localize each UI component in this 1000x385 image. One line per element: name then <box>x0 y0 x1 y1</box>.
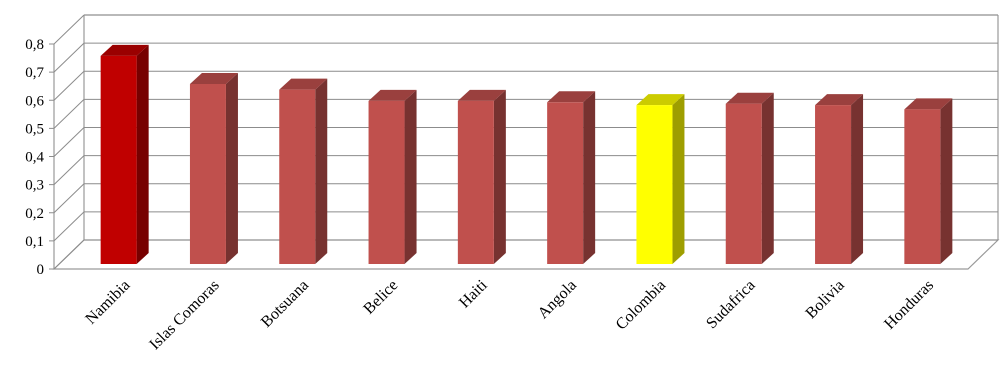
x-tick-label: Honduras <box>881 277 937 333</box>
x-tick-label: Colombia <box>613 277 670 334</box>
bar-top <box>368 89 417 101</box>
y-tick-label: 0,7 <box>25 65 44 81</box>
bar-front <box>279 89 316 264</box>
bar-front <box>904 109 941 264</box>
y-tick-label: 0,1 <box>25 234 44 250</box>
bar-side <box>672 94 685 264</box>
bar-side <box>583 91 596 264</box>
y-tick-label: 0,5 <box>25 121 44 137</box>
bar <box>100 44 149 264</box>
bar-side <box>136 44 149 264</box>
bar-side <box>404 89 417 264</box>
bar-top <box>457 89 506 101</box>
bar-top <box>100 44 149 56</box>
gridline-diagonal <box>53 239 85 270</box>
bar-side <box>225 73 238 264</box>
bar-front <box>725 103 762 264</box>
bar-front <box>636 105 673 264</box>
bar <box>815 94 864 264</box>
x-tick-label: Namibia <box>83 277 134 328</box>
bars <box>100 44 953 264</box>
bar <box>547 91 596 264</box>
bar-top <box>725 92 774 104</box>
gridline-diagonal <box>53 183 85 214</box>
x-tick-label: Haiti <box>456 276 491 311</box>
gridline-diagonal <box>53 127 85 157</box>
x-tick-label: Angola <box>535 277 580 322</box>
bar <box>457 89 506 264</box>
bar-front <box>189 84 226 264</box>
x-tick-label: Belice <box>360 277 401 318</box>
x-tick-label: Sudafrica <box>703 277 758 332</box>
y-tick-label: 0 <box>37 262 45 278</box>
bar <box>368 89 417 264</box>
bar-side <box>940 98 953 264</box>
bar-side <box>315 78 328 264</box>
bar-front <box>100 55 137 264</box>
bar <box>279 78 328 264</box>
bar-front <box>368 100 405 264</box>
gridline-diagonal <box>53 99 85 129</box>
bar-top <box>279 78 328 90</box>
y-tick-label: 0,3 <box>25 178 44 194</box>
bar-top <box>189 73 238 84</box>
x-tick-label: Bolivia <box>803 277 848 322</box>
x-tick-label: Botsuana <box>258 277 312 331</box>
y-tick-label: 0,6 <box>25 93 44 109</box>
x-tick-label: Islas Comoras <box>146 277 222 353</box>
bar <box>636 94 685 264</box>
bar-top <box>547 91 596 103</box>
bar <box>904 98 953 264</box>
y-tick-label: 0,2 <box>25 206 44 222</box>
gridline-diagonal <box>53 14 85 45</box>
gridline-diagonal <box>53 42 85 73</box>
gridline-diagonal <box>53 70 85 101</box>
bar-front <box>547 102 584 264</box>
bar-top <box>904 98 953 110</box>
bar <box>189 73 238 264</box>
bar-side <box>851 94 864 264</box>
y-tick-label: 0,8 <box>25 37 44 53</box>
bar-front <box>457 100 494 264</box>
gridline-diagonal <box>53 155 85 185</box>
x-axis-ticks: Namibia Islas Comoras Botsuana Belice Haiti A… <box>83 276 938 353</box>
bar-top <box>815 94 864 106</box>
y-tick-label: 0,4 <box>25 150 44 166</box>
gridline-diagonal <box>53 211 85 242</box>
bar-top <box>636 94 685 106</box>
bar-front <box>815 105 852 264</box>
bar <box>725 92 774 264</box>
bar-side <box>493 89 506 264</box>
bar-side <box>761 92 774 264</box>
y-axis-ticks: 0 0,1 0,2 0,3 0,4 0,5 0,6 0,7 0,8 <box>25 37 54 278</box>
